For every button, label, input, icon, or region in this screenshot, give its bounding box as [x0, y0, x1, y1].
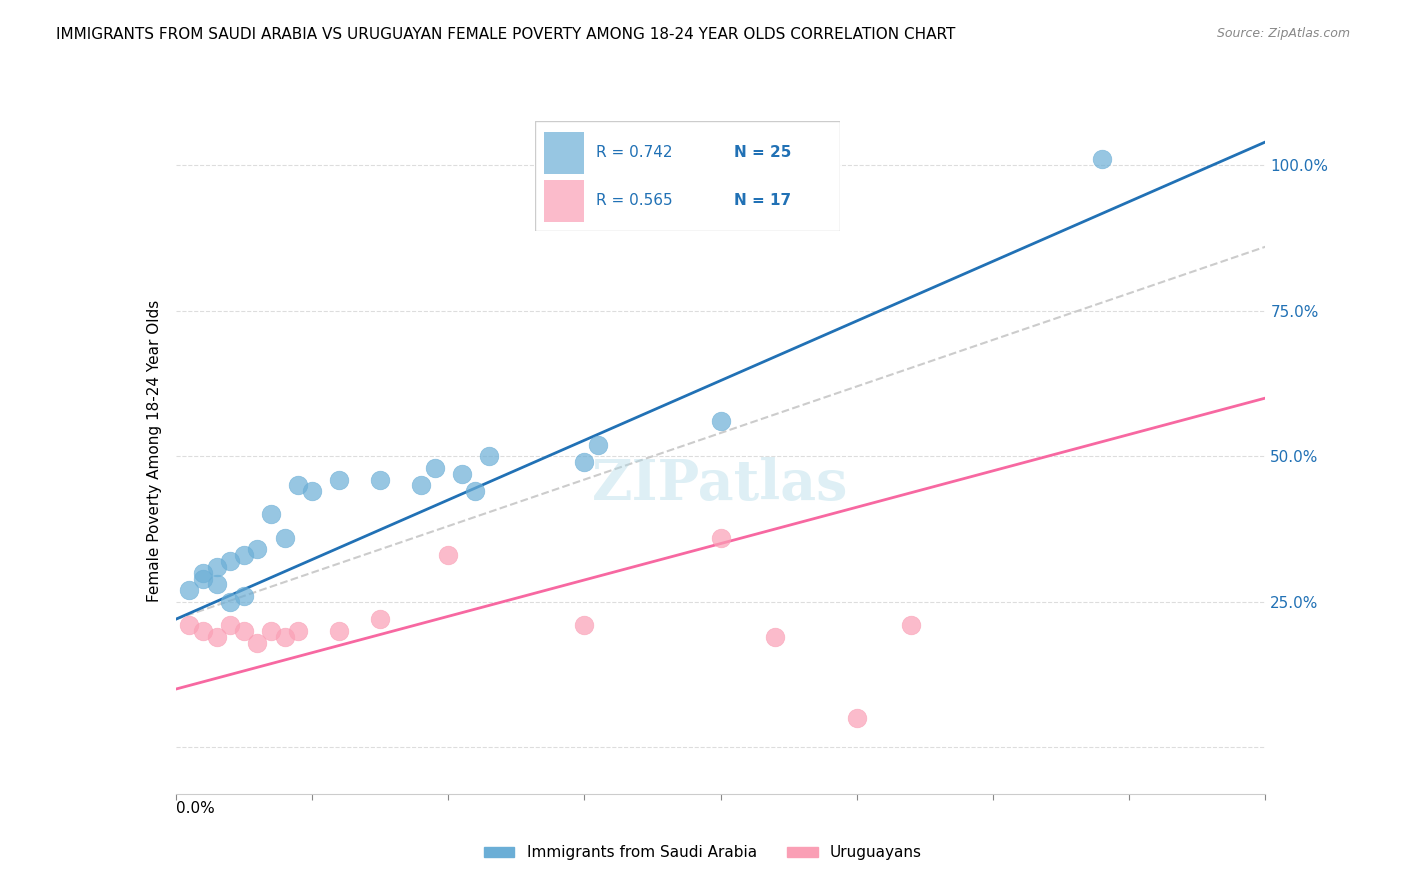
- Point: [191, 572, 214, 586]
- Point: [437, 548, 460, 562]
- Point: [219, 554, 242, 568]
- Point: [287, 624, 309, 638]
- Point: [205, 577, 228, 591]
- Point: [368, 612, 391, 626]
- Point: [205, 630, 228, 644]
- Text: 0.0%: 0.0%: [176, 801, 215, 816]
- Point: [287, 478, 309, 492]
- Point: [260, 624, 283, 638]
- Point: [232, 589, 254, 603]
- Point: [219, 618, 242, 632]
- Point: [1091, 153, 1114, 167]
- Point: [423, 461, 446, 475]
- Point: [301, 484, 323, 499]
- Text: Source: ZipAtlas.com: Source: ZipAtlas.com: [1216, 27, 1350, 40]
- Point: [845, 711, 868, 725]
- Point: [586, 437, 609, 451]
- Point: [246, 542, 269, 557]
- Point: [478, 450, 501, 464]
- Point: [274, 630, 297, 644]
- Point: [763, 630, 786, 644]
- Point: [328, 473, 350, 487]
- Point: [232, 548, 254, 562]
- Point: [246, 635, 269, 649]
- Point: [232, 624, 254, 638]
- Text: ZIPatlas: ZIPatlas: [592, 458, 849, 512]
- Point: [191, 566, 214, 580]
- Legend: Immigrants from Saudi Arabia, Uruguayans: Immigrants from Saudi Arabia, Uruguayans: [478, 839, 928, 866]
- Point: [368, 473, 391, 487]
- Y-axis label: Female Poverty Among 18-24 Year Olds: Female Poverty Among 18-24 Year Olds: [146, 300, 162, 601]
- Point: [464, 484, 486, 499]
- Point: [710, 531, 733, 545]
- Point: [409, 478, 432, 492]
- Text: IMMIGRANTS FROM SAUDI ARABIA VS URUGUAYAN FEMALE POVERTY AMONG 18-24 YEAR OLDS C: IMMIGRANTS FROM SAUDI ARABIA VS URUGUAYA…: [56, 27, 956, 42]
- Point: [260, 508, 283, 522]
- Point: [900, 618, 922, 632]
- Point: [274, 531, 297, 545]
- Point: [450, 467, 472, 481]
- Point: [574, 455, 596, 469]
- Point: [710, 414, 733, 428]
- Point: [574, 618, 596, 632]
- Point: [205, 560, 228, 574]
- Point: [219, 595, 242, 609]
- Point: [179, 618, 201, 632]
- Point: [179, 583, 201, 598]
- Point: [191, 624, 214, 638]
- Point: [328, 624, 350, 638]
